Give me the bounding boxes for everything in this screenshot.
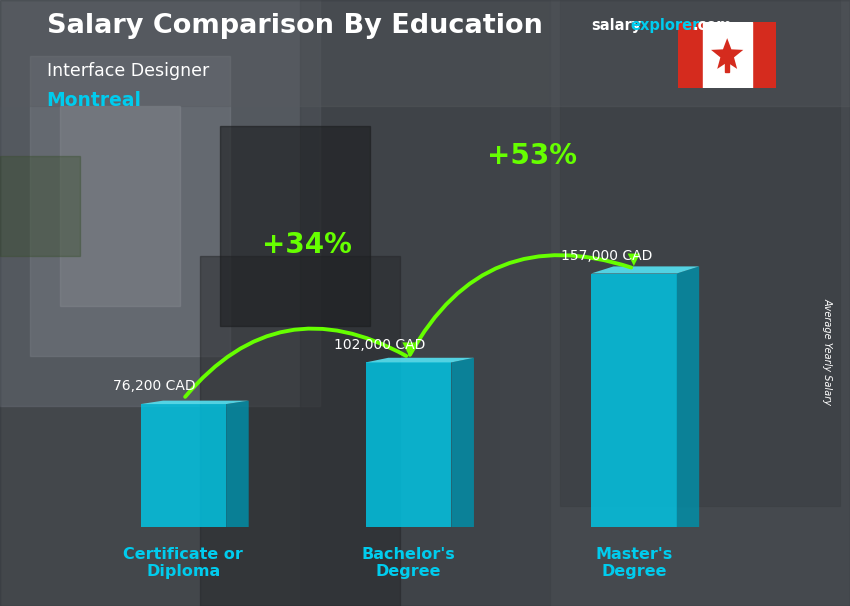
Text: 157,000 CAD: 157,000 CAD <box>561 248 653 262</box>
Bar <box>30 56 230 356</box>
Bar <box>220 126 370 326</box>
Text: +34%: +34% <box>263 231 352 259</box>
Bar <box>703 22 751 88</box>
Polygon shape <box>226 401 249 527</box>
Text: salary: salary <box>591 18 641 33</box>
Text: 102,000 CAD: 102,000 CAD <box>334 338 425 351</box>
Bar <box>300 0 550 606</box>
Polygon shape <box>711 38 743 69</box>
Bar <box>0 0 320 406</box>
Text: 76,200 CAD: 76,200 CAD <box>113 379 196 393</box>
Bar <box>751 22 776 88</box>
Polygon shape <box>140 404 226 527</box>
Polygon shape <box>366 362 451 527</box>
Bar <box>560 0 840 506</box>
Polygon shape <box>677 267 700 527</box>
Bar <box>0 156 80 256</box>
Bar <box>678 22 703 88</box>
Bar <box>60 106 180 306</box>
Text: Interface Designer: Interface Designer <box>47 62 209 80</box>
Bar <box>0 0 850 106</box>
Bar <box>500 0 850 606</box>
Text: explorer: explorer <box>631 18 700 33</box>
Text: Average Yearly Salary: Average Yearly Salary <box>823 298 833 405</box>
Polygon shape <box>591 273 677 527</box>
Polygon shape <box>591 267 700 273</box>
Text: .com: .com <box>693 18 732 33</box>
Text: Montreal: Montreal <box>47 91 142 110</box>
Bar <box>200 256 400 606</box>
Polygon shape <box>140 401 249 404</box>
Polygon shape <box>366 358 474 362</box>
Text: Salary Comparison By Education: Salary Comparison By Education <box>47 13 542 39</box>
Bar <box>725 61 729 72</box>
Text: +53%: +53% <box>488 142 577 170</box>
Polygon shape <box>451 358 474 527</box>
